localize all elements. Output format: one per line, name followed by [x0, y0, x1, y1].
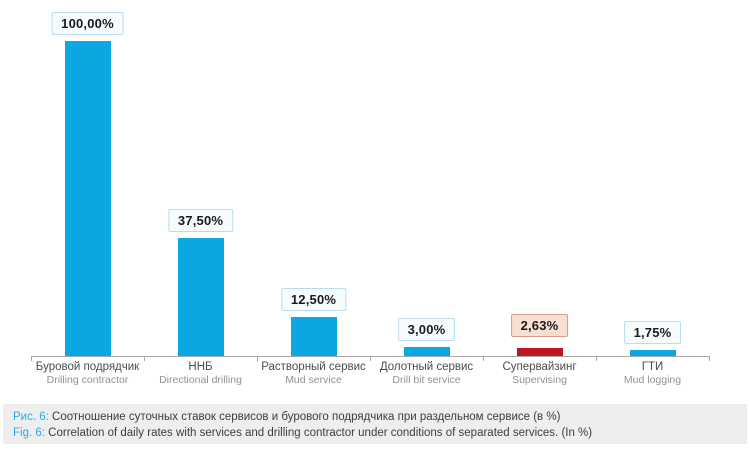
value-label: 1,75%: [623, 321, 682, 344]
category-label-mud-service: Растворный сервис Mud service: [254, 361, 374, 387]
value-label: 100,00%: [51, 12, 124, 35]
category-label-directional-drilling: ННБ Directional drilling: [141, 361, 261, 387]
bar: [290, 317, 337, 356]
category-label-drill-bit-service: Долотный сервис Drill bit service: [367, 361, 487, 387]
category-label-en: Drilling contractor: [46, 374, 129, 386]
category-label-ru: ННБ: [188, 361, 213, 373]
caption-line-ru: Рис. 6: Соотношение суточных ставок серв…: [13, 409, 737, 425]
category-label-en: Directional drilling: [159, 374, 242, 386]
category-label-ru: Растворный сервис: [261, 361, 366, 373]
bar: [629, 350, 676, 356]
bar: [177, 238, 224, 356]
category-label-en: Supervising: [512, 374, 567, 386]
category-label-ru: Буровой подрядчик: [35, 361, 140, 373]
x-axis-tick: [257, 356, 258, 361]
category-label-ru: Супервайзинг: [502, 361, 577, 373]
category-label-supervising: Супервайзинг Supervising: [480, 361, 600, 387]
caption-prefix-ru: Рис. 6:: [13, 411, 49, 423]
x-axis-tick: [483, 356, 484, 361]
category-label-ru: Долотный сервис: [379, 361, 474, 373]
x-axis-tick: [596, 356, 597, 361]
category-label-en: Mud service: [285, 374, 342, 386]
category-label-drilling-contractor: Буровой подрядчик Drilling contractor: [28, 361, 148, 387]
category-label-ru: ГТИ: [641, 361, 664, 373]
caption-line-en: Fig. 6: Correlation of daily rates with …: [13, 425, 737, 441]
figure-caption: Рис. 6: Соотношение суточных ставок серв…: [3, 404, 747, 444]
value-label: 37,50%: [167, 209, 234, 232]
caption-text-ru: Соотношение суточных ставок сервисов и б…: [48, 411, 561, 423]
bar: [403, 347, 450, 356]
caption-prefix-en: Fig. 6:: [13, 427, 45, 439]
category-label-mud-logging: ГТИ Mud logging: [593, 361, 713, 387]
x-axis-tick: [31, 356, 32, 361]
x-axis-tick: [709, 356, 710, 361]
value-label: 12,50%: [280, 288, 347, 311]
bar-highlighted: [516, 348, 563, 356]
value-label-highlighted: 2,63%: [510, 314, 569, 337]
x-axis-tick: [370, 356, 371, 361]
value-label: 3,00%: [397, 318, 456, 341]
category-label-en: Mud logging: [623, 374, 682, 386]
caption-text-en: Correlation of daily rates with services…: [44, 427, 593, 439]
bar: [64, 41, 111, 356]
x-axis-tick: [144, 356, 145, 361]
category-label-en: Drill bit service: [392, 374, 461, 386]
